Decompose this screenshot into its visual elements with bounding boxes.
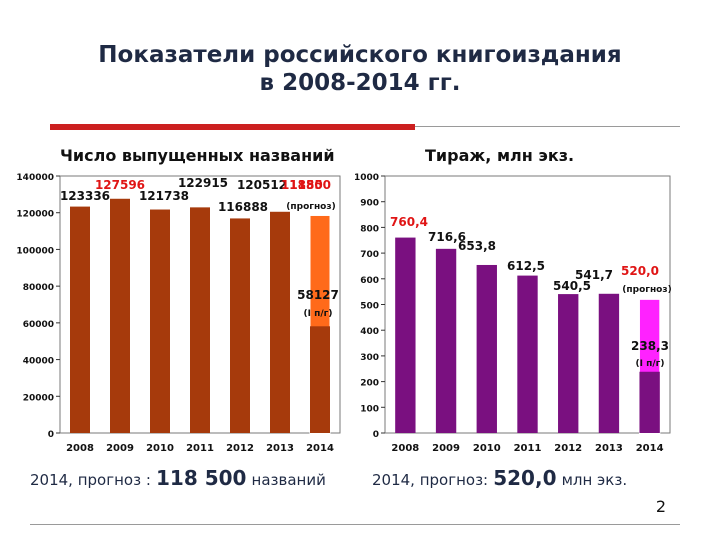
titles-data-label: 127596	[95, 178, 145, 192]
footnote-circulation-prefix: 2014, прогноз:	[372, 471, 489, 489]
circulation-y-tick-label: 400	[360, 327, 379, 337]
titles-data-label: 122915	[178, 176, 228, 190]
circulation-data-label: 520,0	[621, 264, 659, 278]
titles-x-tick-label: 2008	[66, 443, 94, 454]
circulation-x-tick-label: 2010	[473, 443, 501, 454]
titles-y-tick-label: 100000	[16, 246, 54, 256]
titles-bar	[110, 198, 130, 433]
circulation-y-tick-label: 300	[360, 353, 379, 363]
titles-forecast-note: (прогноз)	[286, 202, 335, 212]
circulation-forecast-half-label: 238,3	[631, 339, 669, 353]
titles-x-tick-label: 2011	[186, 443, 214, 454]
titles-forecast-half-label: 58127	[297, 288, 339, 302]
circulation-y-tick-label: 100	[360, 404, 379, 414]
circulation-bar	[395, 237, 416, 433]
circulation-x-tick-label: 2011	[514, 443, 542, 454]
page-number: 2	[655, 497, 666, 516]
circulation-y-tick-label: 700	[360, 250, 379, 260]
titles-y-tick-label: 0	[48, 430, 54, 440]
footnote-circulation-suffix: млн экз.	[561, 471, 628, 489]
footnote-titles-suffix: названий	[251, 471, 326, 489]
titles-bar	[70, 206, 90, 433]
footnote-circulation: 2014, прогноз: 520,0 млн экз.	[372, 466, 627, 490]
titles-y-tick-label: 140000	[16, 173, 54, 183]
titles-y-tick-label: 20000	[23, 393, 54, 403]
footnote-titles: 2014, прогноз : 118 500 названий	[30, 466, 326, 490]
divider-rule	[415, 126, 680, 127]
titles-data-label: 120512	[237, 178, 287, 192]
titles-y-tick-label: 60000	[23, 320, 54, 330]
circulation-y-tick-label: 500	[360, 302, 379, 312]
titles-x-tick-label: 2009	[106, 443, 134, 454]
chart-circulation-title: Тираж, млн экз.	[425, 146, 575, 165]
circulation-data-label: 760,4	[390, 215, 428, 229]
circulation-bar	[558, 294, 579, 433]
footnote-titles-value: 118 500	[155, 466, 247, 490]
titles-data-label: 121738	[139, 189, 189, 203]
titles-data-label: 118500	[281, 178, 331, 192]
titles-bar	[270, 211, 290, 433]
circulation-bar	[598, 293, 620, 433]
circulation-data-label: 653,8	[458, 239, 496, 253]
circulation-y-tick-label: 1000	[354, 173, 379, 183]
slide-title-line2: в 2008-2014 гг.	[259, 70, 461, 96]
accent-rule	[50, 124, 415, 130]
page-divider	[30, 524, 680, 525]
titles-data-label: 123336	[60, 189, 110, 203]
titles-x-tick-label: 2014	[306, 443, 334, 454]
circulation-data-label: 716,6	[428, 230, 466, 244]
titles-bar	[230, 218, 250, 433]
circulation-y-tick-label: 600	[360, 276, 379, 286]
titles-y-tick-label: 40000	[23, 357, 54, 367]
circulation-data-label: 540,5	[553, 279, 591, 293]
titles-stray-label: 1185	[289, 178, 322, 192]
chart-titles-title: Число выпущенных названий	[60, 146, 335, 165]
circulation-x-tick-label: 2012	[554, 443, 582, 454]
titles-x-tick-label: 2010	[146, 443, 174, 454]
titles-forecast-half-note: (I п/г)	[304, 309, 333, 319]
circulation-x-tick-label: 2008	[391, 443, 419, 454]
titles-x-tick-label: 2013	[266, 443, 294, 454]
circulation-bar	[517, 275, 538, 433]
footnote-circulation-value: 520,0	[493, 466, 557, 490]
footnote-titles-prefix: 2014, прогноз :	[30, 471, 151, 489]
titles-x-tick-label: 2012	[226, 443, 254, 454]
titles-y-tick-label: 80000	[23, 283, 54, 293]
titles-bar	[190, 207, 210, 433]
circulation-data-label: 612,5	[507, 259, 545, 273]
circulation-y-tick-label: 200	[360, 379, 379, 389]
circulation-forecast-half-bar	[639, 371, 660, 433]
circulation-data-label: 541,7	[575, 268, 613, 282]
circulation-bar	[435, 248, 457, 433]
circulation-y-tick-label: 900	[360, 199, 379, 209]
circulation-x-tick-label: 2009	[432, 443, 460, 454]
circulation-forecast-half-note: (I п/г)	[636, 359, 665, 369]
circulation-y-tick-label: 0	[373, 430, 379, 440]
circulation-x-tick-label: 2014	[636, 443, 664, 454]
titles-data-label: 116888	[218, 200, 268, 214]
titles-y-tick-label: 120000	[16, 210, 54, 220]
titles-forecast-half-bar	[310, 326, 330, 433]
circulation-y-tick-label: 800	[360, 224, 379, 234]
slide-title-line1: Показатели российского книгоиздания	[98, 42, 622, 68]
titles-bar	[150, 209, 170, 433]
circulation-bar	[476, 264, 497, 433]
circulation-forecast-note: (прогноз)	[622, 285, 671, 295]
circulation-x-tick-label: 2013	[595, 443, 623, 454]
